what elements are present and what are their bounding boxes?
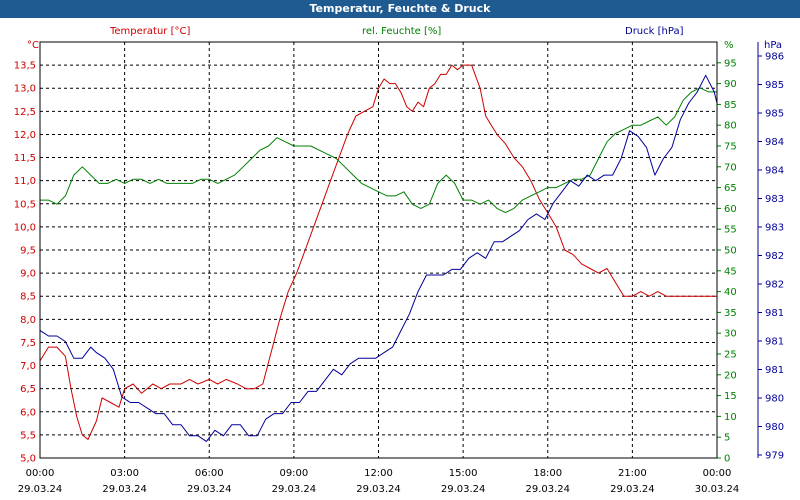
pressure-tick-label: 981 — [765, 337, 784, 348]
temperature-tick-label: 9,0 — [20, 269, 36, 280]
pressure-tick-label: 986 — [765, 52, 784, 63]
x-tick-time: 18:00 — [533, 468, 562, 479]
x-tick-time: 03:00 — [110, 468, 139, 479]
temperature-tick-label: 13,5 — [14, 61, 36, 72]
temperature-tick-label: 10,5 — [14, 199, 36, 210]
plot-frame — [39, 41, 718, 459]
temperature-tick-label: 10,0 — [14, 222, 36, 233]
x-tick-date: 29.03.24 — [102, 484, 147, 495]
humidity-series-line — [40, 87, 717, 214]
temperature-tick-label: 12,5 — [14, 107, 36, 118]
humidity-tick-label: 65 — [724, 183, 737, 194]
pressure-tick-label: 979 — [765, 451, 784, 462]
temperature-tick-label: 11,5 — [14, 153, 36, 164]
pressure-tick-label: 983 — [765, 223, 784, 234]
series-lines — [39, 64, 718, 442]
humidity-tick-label: 15 — [724, 391, 737, 402]
humidity-tick-label: 30 — [724, 329, 737, 340]
temperature-tick-label: 11,0 — [14, 176, 36, 187]
pressure-series-line — [39, 74, 718, 442]
temperature-tick-label: 5,0 — [20, 454, 36, 465]
grid-lines — [40, 42, 717, 458]
pressure-axis-ticks: 979 980 980 981 981 981 982 982 983 983 984 984 985 9… — [758, 52, 784, 462]
humidity-unit-label: % — [724, 40, 734, 51]
humidity-tick-label: 20 — [724, 370, 737, 381]
pressure-tick-label: 985 — [765, 80, 784, 91]
temperature-series-line — [39, 64, 717, 440]
x-tick-date: 29.03.24 — [187, 484, 232, 495]
humidity-tick-label: 5 — [724, 433, 730, 444]
pressure-tick-label: 982 — [765, 280, 784, 291]
x-tick-time: 09:00 — [279, 468, 308, 479]
humidity-tick-label: 80 — [724, 121, 737, 132]
temperature-tick-label: 8,0 — [20, 315, 36, 326]
humidity-tick-label: 75 — [724, 142, 737, 153]
x-tick-date: 29.03.24 — [18, 484, 63, 495]
humidity-tick-label: 95 — [724, 58, 737, 69]
temperature-tick-label: 7,5 — [20, 338, 36, 349]
humidity-axis-ticks: 0 5 10 15 20 25 30 35 40 45 50 55 60 65 70 75 80 85 90 95 — [717, 58, 737, 465]
humidity-tick-label: 0 — [724, 454, 730, 465]
x-tick-date: 29.03.24 — [272, 484, 317, 495]
x-tick-time: 21:00 — [618, 468, 647, 479]
pressure-tick-label: 984 — [765, 137, 784, 148]
pressure-tick-label: 981 — [765, 365, 784, 376]
humidity-tick-label: 60 — [724, 204, 737, 215]
temperature-tick-label: 6,5 — [20, 384, 36, 395]
x-tick-date: 29.03.24 — [525, 484, 570, 495]
x-tick-time: 00:00 — [26, 468, 55, 479]
x-tick-time: 00:00 — [703, 468, 732, 479]
pressure-tick-label: 981 — [765, 308, 784, 319]
pressure-unit-label: hPa — [764, 40, 782, 51]
x-axis-ticks: 00:00 29.03.24 03:00 29.03.24 06:00 29.03.24 0… — [18, 468, 740, 495]
temperature-tick-label: 8,5 — [20, 292, 36, 303]
humidity-tick-label: 25 — [724, 350, 737, 361]
humidity-series-label: rel. Feuchte [%] — [362, 26, 441, 37]
humidity-tick-label: 35 — [724, 308, 737, 319]
x-tick-time: 06:00 — [195, 468, 224, 479]
window-title-bar: Temperatur, Feuchte & Druck — [0, 0, 800, 18]
temperature-axis-ticks: 5,0 5,5 6,0 6,5 7,0 7,5 8,0 8,5 9,0 9,5 10,0 10,5 11… — [14, 61, 36, 465]
x-tick-time: 15:00 — [449, 468, 478, 479]
pressure-tick-label: 980 — [765, 422, 784, 433]
pressure-tick-label: 983 — [765, 194, 784, 205]
temperature-tick-label: 5,5 — [20, 430, 36, 441]
humidity-tick-label: 55 — [724, 225, 737, 236]
temperature-tick-label: 9,5 — [20, 246, 36, 257]
pressure-tick-label: 984 — [765, 166, 784, 177]
pressure-series-label: Druck [hPa] — [625, 26, 684, 37]
humidity-tick-label: 90 — [724, 79, 737, 90]
humidity-tick-label: 40 — [724, 287, 737, 298]
temperature-tick-label: 13,0 — [14, 84, 36, 95]
window-title: Temperatur, Feuchte & Druck — [309, 2, 491, 15]
temperature-series-label: Temperatur [°C] — [109, 26, 190, 37]
humidity-tick-label: 10 — [724, 412, 737, 423]
pressure-tick-label: 985 — [765, 109, 784, 120]
x-tick-date: 29.03.24 — [356, 484, 401, 495]
humidity-tick-label: 70 — [724, 162, 737, 173]
temperature-tick-label: 7,0 — [20, 361, 36, 372]
humidity-tick-label: 45 — [724, 266, 737, 277]
humidity-tick-label: 50 — [724, 246, 737, 257]
temperature-tick-label: 12,0 — [14, 130, 36, 141]
pressure-tick-label: 982 — [765, 251, 784, 262]
x-tick-date: 29.03.24 — [441, 484, 486, 495]
pressure-tick-label: 980 — [765, 394, 784, 405]
temperature-tick-label: 6,0 — [20, 407, 36, 418]
x-tick-time: 12:00 — [364, 468, 393, 479]
humidity-tick-label: 85 — [724, 100, 737, 111]
temperature-unit-label: °C — [27, 40, 39, 51]
x-tick-date: 29.03.24 — [610, 484, 655, 495]
x-tick-date: 30.03.24 — [695, 484, 740, 495]
